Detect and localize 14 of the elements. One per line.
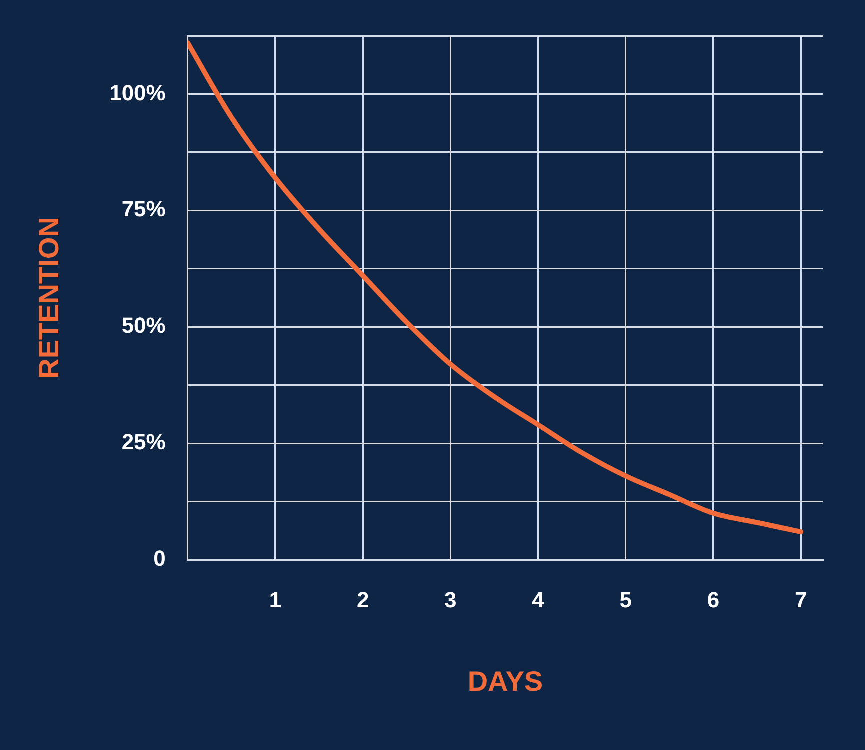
x-tick-label: 1 <box>269 587 282 612</box>
y-tick-label: 0 <box>154 546 166 572</box>
x-tick-label: 6 <box>707 587 720 612</box>
y-tick-label: 25% <box>122 430 166 455</box>
x-tick-label: 7 <box>794 587 808 612</box>
x-tick-label: 2 <box>356 587 370 612</box>
x-tick-label: 5 <box>620 587 632 612</box>
x-tick-label: 4 <box>532 587 546 612</box>
x-axis-title: DAYS <box>468 666 544 697</box>
x-tick-label: 3 <box>444 587 457 612</box>
y-tick-label: 100% <box>110 80 166 106</box>
y-axis-title: RETENTION <box>34 217 65 379</box>
y-tick-label: 50% <box>122 313 166 338</box>
y-tick-label: 75% <box>122 196 166 222</box>
